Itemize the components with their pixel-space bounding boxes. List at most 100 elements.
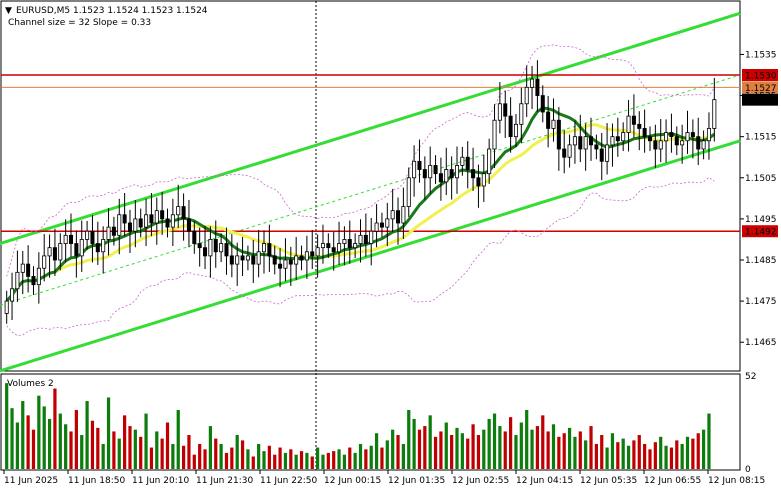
candle-body	[706, 128, 711, 142]
volume-bar	[396, 435, 400, 469]
candle	[85, 220, 90, 250]
candle-body	[235, 255, 240, 265]
candle	[144, 198, 149, 247]
volume-bar	[519, 422, 523, 469]
candle-body	[208, 239, 213, 257]
candle	[637, 111, 642, 151]
volume-bar	[417, 429, 422, 469]
candle-body	[122, 214, 127, 224]
candle-body	[133, 218, 138, 232]
volume-bar	[691, 438, 695, 469]
candle	[610, 123, 615, 167]
candle-body	[444, 169, 449, 183]
price-tick-label: 1.1465	[745, 338, 777, 348]
candle-body	[224, 243, 229, 257]
candle	[95, 221, 100, 265]
candle-body	[181, 206, 186, 220]
candle	[444, 147, 449, 196]
candle-body	[605, 144, 610, 162]
volume-bar	[74, 409, 78, 469]
candle-body	[186, 218, 191, 232]
candle-body	[562, 148, 567, 158]
volume-bar	[535, 426, 540, 469]
channel-upper-line	[0, 11, 741, 245]
candle	[369, 218, 374, 266]
time-tick-label: 12 Jun 05:35	[580, 476, 637, 486]
candle-body	[497, 103, 502, 121]
volume-bar	[567, 427, 572, 469]
candle	[235, 242, 240, 286]
candle-body	[556, 119, 561, 150]
candle-body	[26, 263, 31, 277]
candle	[10, 272, 15, 321]
candle-body	[358, 234, 363, 244]
candle-body	[465, 156, 470, 170]
candle-body	[513, 123, 518, 138]
volume-bar	[10, 408, 14, 469]
candle-body	[337, 243, 342, 253]
candle-body	[353, 243, 358, 249]
candle	[438, 157, 443, 201]
volume-bar	[530, 429, 534, 469]
volume-bar	[123, 415, 127, 469]
volume-bar	[278, 447, 282, 469]
candle-body	[449, 169, 454, 179]
volume-bar	[685, 436, 690, 469]
candle	[428, 146, 433, 194]
candle	[481, 154, 486, 203]
volume-bar	[428, 415, 432, 469]
volume-bar	[476, 435, 481, 469]
candle-body	[401, 206, 406, 224]
price-tick-label: 1.1495	[745, 215, 777, 225]
candle	[208, 226, 213, 278]
volume-bar	[181, 445, 186, 469]
candle	[106, 208, 111, 256]
candle	[664, 119, 669, 163]
candle-body	[428, 165, 433, 179]
volume-bar	[380, 447, 384, 469]
candle	[497, 81, 502, 134]
volume-bar	[53, 388, 57, 469]
candle	[385, 202, 390, 247]
volume-bar	[240, 440, 245, 469]
candle	[690, 119, 695, 159]
candle-body	[599, 148, 604, 162]
candle-body	[363, 234, 368, 244]
candle	[701, 130, 706, 160]
volume-bar	[117, 438, 121, 469]
time-tick-label: 12 Jun 06:55	[644, 476, 701, 486]
candlesticks	[4, 60, 717, 324]
volume-bar	[219, 443, 223, 469]
candle	[556, 107, 561, 171]
candle	[192, 220, 197, 254]
candle-body	[326, 243, 331, 249]
volume-bar	[230, 447, 234, 469]
candle-body	[331, 247, 336, 253]
candle	[647, 126, 652, 152]
level-label: 1.1527	[745, 84, 777, 94]
candle-body	[288, 259, 293, 265]
candle-body	[680, 140, 685, 146]
candle-body	[52, 247, 57, 261]
volume-bar	[455, 427, 459, 469]
symbol-info: EURUSD,M5 1.1523 1.1524 1.1523 1.1524	[16, 6, 208, 16]
volume-bar	[198, 443, 202, 469]
candle	[133, 199, 138, 248]
dropdown-arrow-icon[interactable]: ▼	[5, 6, 12, 16]
candle	[342, 226, 347, 266]
candle-body	[31, 276, 36, 286]
candle-body	[583, 136, 588, 150]
candle-body	[278, 263, 283, 269]
candle-body	[106, 226, 111, 240]
price-tick-label: 1.1485	[745, 256, 777, 266]
volume-bar	[605, 447, 609, 469]
volume-bar	[444, 422, 448, 469]
candle	[412, 145, 417, 197]
candle-body	[396, 210, 401, 224]
candle	[304, 235, 309, 279]
candle	[331, 231, 336, 271]
candle-body	[567, 144, 572, 158]
volume-bar	[165, 422, 170, 469]
candle	[186, 199, 191, 248]
